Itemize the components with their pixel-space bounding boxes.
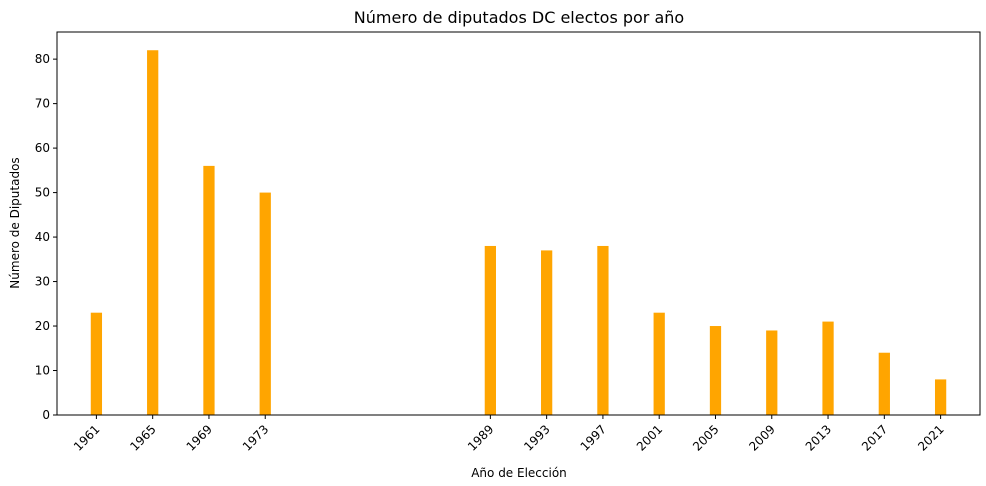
bar-1961 bbox=[90, 312, 103, 415]
x-tick-label-1973: 1973 bbox=[240, 422, 271, 453]
y-tick-label-10: 10 bbox=[35, 364, 50, 378]
bar-1989 bbox=[484, 245, 496, 415]
y-axis-label: Número de Diputados bbox=[8, 157, 22, 288]
plot-frame bbox=[56, 31, 981, 416]
bar-2009 bbox=[766, 330, 778, 415]
x-tick-label-2017: 2017 bbox=[859, 422, 890, 453]
x-tick-label-2009: 2009 bbox=[746, 422, 777, 453]
x-tick-label-1965: 1965 bbox=[127, 422, 158, 453]
x-tick-label-1961: 1961 bbox=[71, 422, 102, 453]
x-tick-label-1969: 1969 bbox=[184, 422, 215, 453]
bar-1997 bbox=[597, 245, 609, 415]
x-tick-label-2005: 2005 bbox=[690, 422, 721, 453]
y-tick-label-30: 30 bbox=[35, 275, 50, 289]
x-tick-label-1989: 1989 bbox=[465, 422, 496, 453]
x-tick-label-2021: 2021 bbox=[915, 422, 946, 453]
bar-2001 bbox=[653, 312, 665, 415]
x-axis-label: Año de Elección bbox=[471, 466, 567, 480]
y-tick-label-70: 70 bbox=[35, 97, 50, 111]
y-tick-label-50: 50 bbox=[35, 186, 50, 200]
x-tick-label-1997: 1997 bbox=[578, 422, 609, 453]
bar-1993 bbox=[541, 250, 553, 415]
bar-1965 bbox=[147, 50, 159, 416]
y-tick-label-0: 0 bbox=[42, 408, 50, 422]
bar-1969 bbox=[203, 165, 215, 415]
x-tick-label-1993: 1993 bbox=[521, 422, 552, 453]
x-tick-label-2001: 2001 bbox=[634, 422, 665, 453]
y-tick-label-40: 40 bbox=[35, 230, 50, 244]
chart-title: Número de diputados DC electos por año bbox=[354, 8, 684, 27]
y-tick-label-20: 20 bbox=[35, 319, 50, 333]
bar-2013 bbox=[822, 321, 834, 415]
bar-2021 bbox=[934, 379, 947, 415]
bar-2005 bbox=[709, 326, 722, 415]
bar-2017 bbox=[878, 352, 890, 415]
y-tick-label-60: 60 bbox=[35, 141, 50, 155]
bar-1973 bbox=[259, 192, 271, 415]
plot-area: 0 10 20 30 40 50 60 70 80 1961 1965 1969 1973 1989 199… bbox=[35, 31, 981, 454]
y-tick-label-80: 80 bbox=[35, 52, 50, 66]
x-tick-label-2013: 2013 bbox=[803, 422, 834, 453]
